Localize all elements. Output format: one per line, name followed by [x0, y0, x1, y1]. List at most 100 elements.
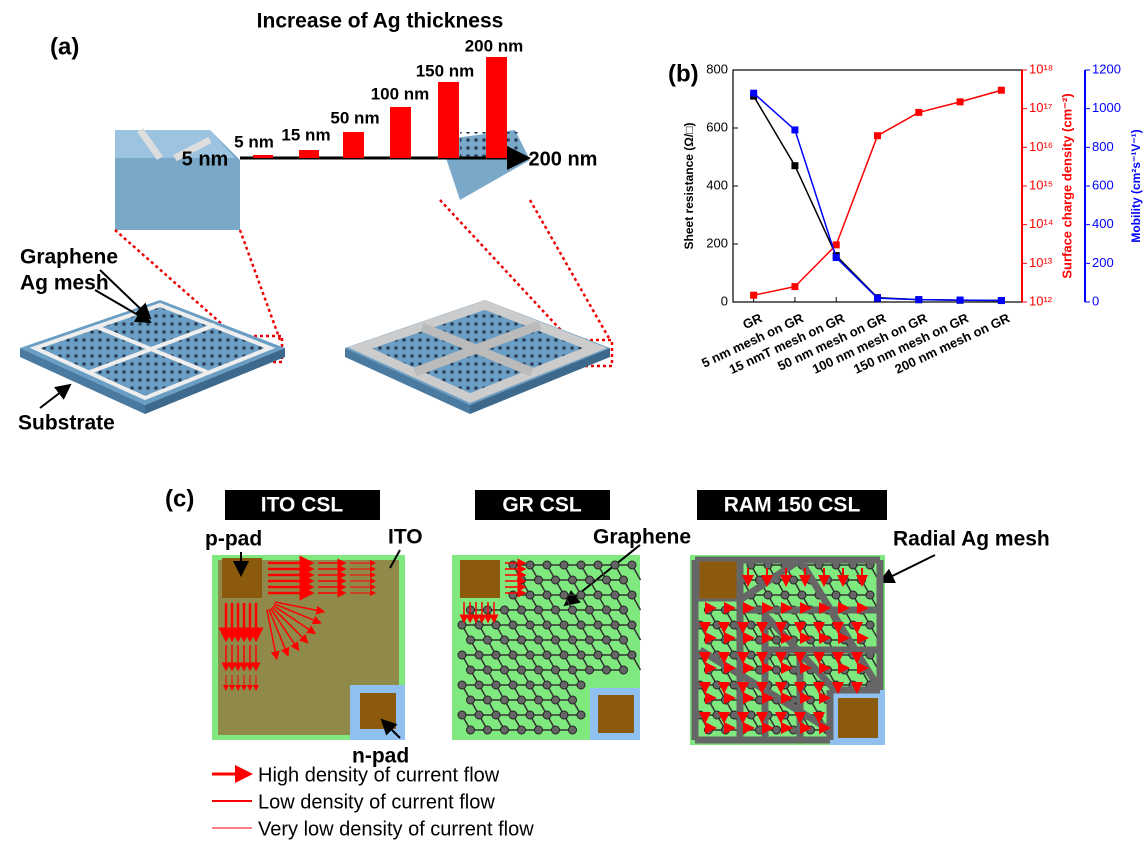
atom	[552, 576, 560, 584]
series-line	[754, 93, 1002, 300]
atom	[628, 591, 636, 599]
atom	[458, 681, 466, 689]
atom	[518, 696, 526, 704]
atom	[611, 561, 619, 569]
atom	[467, 696, 475, 704]
atom	[543, 621, 551, 629]
point	[791, 283, 798, 290]
y2-tick-label: 10¹⁷	[1029, 100, 1053, 115]
atom	[781, 591, 789, 599]
atom	[586, 666, 594, 674]
atom	[569, 666, 577, 674]
atom	[773, 726, 781, 734]
atom	[484, 726, 492, 734]
mesh-label: Radial Ag mesh	[893, 528, 1050, 551]
point	[833, 241, 840, 248]
graphene-label: Graphene	[20, 246, 118, 269]
legend-text: High density of current flow	[258, 764, 500, 786]
atom	[509, 561, 517, 569]
csl-title: ITO CSL	[261, 494, 344, 517]
panel-a: (a) Increase of Ag thickness 5 nm 200 nm…	[18, 10, 612, 435]
atom	[577, 711, 585, 719]
atom	[526, 711, 534, 719]
thickness-bar	[343, 132, 364, 158]
bar-label: 100 nm	[371, 84, 430, 103]
y3-tick-label: 400	[1092, 216, 1114, 231]
legend-text: Very low density of current flow	[258, 818, 534, 840]
point	[957, 297, 964, 304]
substrate-label: Substrate	[18, 412, 115, 435]
atom	[543, 561, 551, 569]
atom	[535, 576, 543, 584]
y3-tick-label: 800	[1092, 139, 1114, 154]
atom	[594, 561, 602, 569]
panel-c: (c) ITO CSL GR CSL RAM 150 CSL p-pad ITO…	[165, 485, 1050, 840]
atom	[535, 726, 543, 734]
atom	[509, 681, 517, 689]
bar-label: 150 nm	[416, 61, 475, 80]
atom	[475, 681, 483, 689]
thickness-bar	[486, 57, 507, 158]
ito-label: ITO	[388, 526, 423, 549]
atom	[586, 606, 594, 614]
atom	[713, 711, 721, 719]
atom	[620, 576, 628, 584]
atom	[509, 651, 517, 659]
atom	[798, 591, 806, 599]
atom	[518, 576, 526, 584]
atom	[535, 606, 543, 614]
atom	[586, 636, 594, 644]
atom	[535, 636, 543, 644]
atom	[611, 621, 619, 629]
point	[874, 132, 881, 139]
atom	[594, 621, 602, 629]
atom	[560, 561, 568, 569]
y2-tick-label: 10¹²	[1029, 293, 1053, 308]
point	[791, 126, 798, 133]
atom	[560, 681, 568, 689]
point	[874, 295, 881, 302]
atom	[569, 636, 577, 644]
atom	[747, 711, 755, 719]
bar-label: 5 nm	[234, 132, 274, 151]
y3-tick-label: 1200	[1092, 61, 1121, 76]
atom	[849, 591, 857, 599]
atom	[569, 696, 577, 704]
atom	[620, 636, 628, 644]
y-tick-label: 200	[706, 235, 728, 250]
n-pad	[838, 698, 878, 738]
atom	[492, 651, 500, 659]
y2-tick-label: 10¹⁶	[1029, 139, 1053, 154]
atom	[577, 591, 585, 599]
point	[750, 292, 757, 299]
atom	[577, 681, 585, 689]
point	[833, 254, 840, 261]
atom	[560, 621, 568, 629]
atom	[773, 666, 781, 674]
atom	[611, 651, 619, 659]
panel-title: Increase of Ag thickness	[257, 10, 504, 33]
atom	[747, 651, 755, 659]
atom	[526, 621, 534, 629]
y3-tick-label: 600	[1092, 177, 1114, 192]
thickness-bar	[253, 155, 273, 158]
graphene-label: Graphene	[593, 526, 691, 549]
atom	[475, 711, 483, 719]
atom	[526, 561, 534, 569]
atom	[475, 651, 483, 659]
atom	[509, 711, 517, 719]
atom	[577, 651, 585, 659]
axis-end: 200 nm	[529, 148, 598, 170]
atom	[603, 576, 611, 584]
atom	[764, 591, 772, 599]
atom	[849, 621, 857, 629]
thickness-bar	[299, 150, 319, 158]
atom	[773, 636, 781, 644]
atom	[594, 651, 602, 659]
atom	[518, 726, 526, 734]
atom	[781, 711, 789, 719]
y-axis-title: Sheet resistance (Ω/□)	[682, 123, 696, 250]
y3-tick-label: 0	[1092, 293, 1099, 308]
panel-label: (a)	[50, 33, 79, 60]
atom	[611, 591, 619, 599]
